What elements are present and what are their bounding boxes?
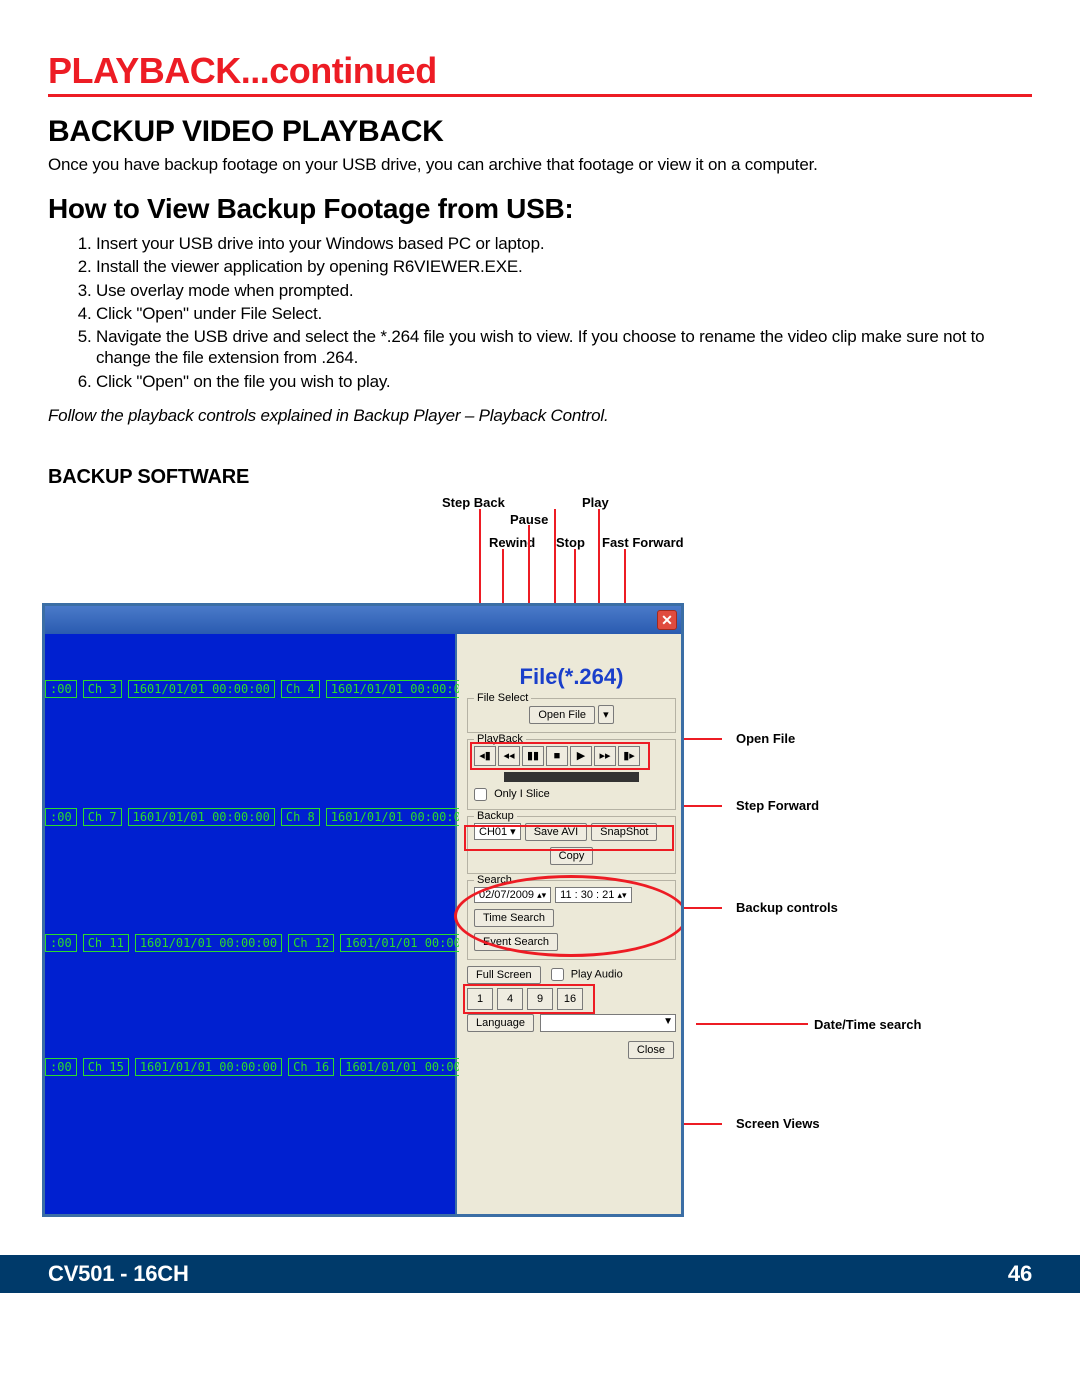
open-file-dropdown[interactable]: ▾ [598, 705, 614, 724]
file-select-group: File Select Open File ▾ [467, 698, 676, 733]
footer-page: 46 [1008, 1261, 1032, 1287]
titlebar: ✕ [45, 606, 681, 634]
callout-fast-forward: Fast Forward [602, 535, 684, 550]
software-diagram: Step Back Pause Play Rewind Stop Fast Fo… [42, 495, 1032, 1235]
playback-progress [504, 772, 639, 782]
annotation-rect [464, 825, 674, 851]
open-file-button[interactable]: Open File [529, 706, 595, 724]
subheading: How to View Backup Footage from USB: [48, 193, 1032, 225]
backup-group: Backup CH01 ▾ Save AVI SnapShot Copy [467, 816, 676, 874]
callout-date-time-search: Date/Time search [814, 1017, 921, 1032]
time-cell: :00 [45, 808, 77, 826]
step-item: Insert your USB drive into your Windows … [96, 233, 1032, 254]
playback-group: PlayBack ◂▮ ◂◂ ▮▮ ■ ▶ ▸▸ ▮▸ Only I Slice [467, 739, 676, 810]
file-title: File(*.264) [459, 664, 684, 690]
channel-cell: Ch 15 [83, 1058, 129, 1076]
page-footer: CV501 - 16CH 46 [0, 1255, 1080, 1293]
step-item: Install the viewer application by openin… [96, 256, 1032, 277]
callout-step-back: Step Back [442, 495, 505, 510]
time-cell: :00 [45, 1058, 77, 1076]
play-audio-checkbox[interactable]: Play Audio [551, 968, 623, 981]
channel-cell: Ch 7 [83, 808, 122, 826]
play-audio-label: Play Audio [571, 969, 623, 981]
channel-cell: Ch 3 [83, 680, 122, 698]
only-islice-checkbox[interactable]: Only I Slice [474, 788, 550, 800]
steps-list: Insert your USB drive into your Windows … [48, 233, 1032, 392]
channel-row: :00 Ch 11 1601/01/01 00:00:00 Ch 12 1601… [45, 934, 488, 952]
channel-cell: Ch 4 [281, 680, 320, 698]
full-screen-button[interactable]: Full Screen [467, 966, 541, 984]
follow-note: Follow the playback controls explained i… [48, 406, 1032, 426]
timestamp-cell: 1601/01/01 00:00:00 [135, 934, 282, 952]
annotation-rect [470, 742, 650, 770]
step-item: Click "Open" under File Select. [96, 303, 1032, 324]
footer-model: CV501 - 16CH [48, 1261, 189, 1287]
video-grid: :00 Ch 3 1601/01/01 00:00:00 Ch 4 1601/0… [45, 634, 457, 1217]
backup-software-label: BACKUP SOFTWARE [48, 466, 1032, 489]
timestamp-cell: 1601/01/01 00:00:00 [128, 808, 275, 826]
callout-open-file: Open File [736, 731, 795, 746]
window-close-button[interactable]: ✕ [657, 610, 677, 630]
control-panel: File(*.264) File Select Open File ▾ Play… [459, 634, 684, 1217]
annotation-line [696, 1023, 808, 1025]
step-item: Use overlay mode when prompted. [96, 280, 1032, 301]
close-button[interactable]: Close [628, 1041, 674, 1059]
language-select[interactable] [540, 1014, 676, 1032]
annotation-rect [463, 984, 595, 1014]
channel-cell: Ch 12 [288, 934, 334, 952]
annotation-ellipse [454, 875, 684, 957]
step-item: Navigate the USB drive and select the *.… [96, 326, 1032, 369]
channel-row: :00 Ch 7 1601/01/01 00:00:00 Ch 8 1601/0… [45, 808, 473, 826]
timestamp-cell: 1601/01/01 00:00:00 [128, 680, 275, 698]
section-title: BACKUP VIDEO PLAYBACK [48, 115, 1032, 149]
only-islice-label: Only I Slice [494, 788, 550, 800]
time-cell: :00 [45, 680, 77, 698]
group-title: File Select [474, 692, 531, 704]
viewer-app-window: ✕ :00 Ch 3 1601/01/01 00:00:00 Ch 4 1601… [42, 603, 684, 1217]
callout-backup-controls: Backup controls [736, 900, 838, 915]
time-cell: :00 [45, 934, 77, 952]
step-item: Click "Open" on the file you wish to pla… [96, 371, 1032, 392]
channel-row: :00 Ch 3 1601/01/01 00:00:00 Ch 4 1601/0… [45, 680, 473, 698]
search-group: Search 02/07/2009 ▴▾ 11 : 30 : 21 ▴▾ Tim… [467, 880, 676, 960]
callout-play: Play [582, 495, 609, 510]
group-title: Backup [474, 810, 517, 822]
channel-row: :00 Ch 15 1601/01/01 00:00:00 Ch 16 1601… [45, 1058, 488, 1076]
callout-stop: Stop [556, 535, 585, 550]
callout-step-forward: Step Forward [736, 798, 819, 813]
page-header: PLAYBACK...continued [48, 50, 1032, 97]
channel-cell: Ch 8 [281, 808, 320, 826]
timestamp-cell: 1601/01/01 00:00:00 [326, 680, 473, 698]
language-button[interactable]: Language [467, 1014, 534, 1032]
timestamp-cell: 1601/01/01 00:00:00 [135, 1058, 282, 1076]
callout-screen-views: Screen Views [736, 1116, 820, 1131]
channel-cell: Ch 16 [288, 1058, 334, 1076]
channel-cell: Ch 11 [83, 934, 129, 952]
intro-text: Once you have backup footage on your USB… [48, 155, 1032, 175]
timestamp-cell: 1601/01/01 00:00:00 [326, 808, 473, 826]
